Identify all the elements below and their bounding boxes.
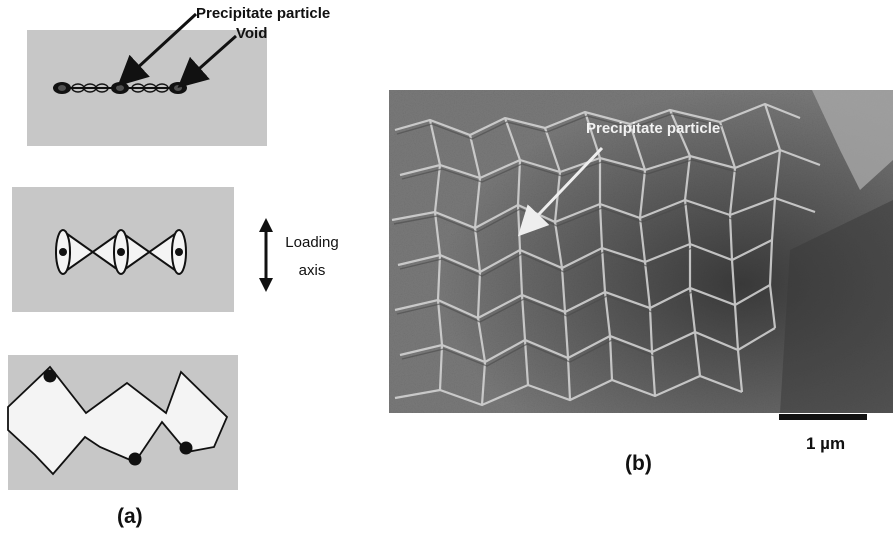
stage-2-particles xyxy=(59,248,183,256)
scale-bar xyxy=(779,414,867,420)
void-label: Void xyxy=(236,25,268,42)
dimple-network xyxy=(391,102,821,407)
precipitate-label-b: Precipitate particle xyxy=(586,120,721,137)
loading-axis-label: Loading axis xyxy=(272,229,352,285)
upper-right-facet xyxy=(812,90,893,190)
stage-1-particles xyxy=(53,82,187,94)
panel-b-label: (b) xyxy=(625,452,652,475)
dimple-shadows xyxy=(393,113,738,367)
precipitate-arrow xyxy=(117,12,198,87)
lower-right-depression xyxy=(780,200,893,413)
panel-a-label: (a) xyxy=(117,505,143,528)
stage-3-panel xyxy=(7,355,238,490)
loading-axis-label-line1: Loading xyxy=(285,234,339,251)
void-arrow xyxy=(177,34,237,88)
scale-bar-label: 1 µm xyxy=(806,434,846,453)
sem-micrograph xyxy=(389,90,893,413)
stage-2-panel xyxy=(12,187,234,312)
stage-1-panel xyxy=(27,12,267,146)
micrograph-arrow xyxy=(517,146,604,237)
stage-3-particles xyxy=(43,369,193,466)
precipitate-label-a: Precipitate particle xyxy=(196,5,331,22)
microvoids xyxy=(71,83,169,93)
loading-axis-arrow xyxy=(259,218,273,292)
loading-axis-label-line2: axis xyxy=(298,262,326,279)
